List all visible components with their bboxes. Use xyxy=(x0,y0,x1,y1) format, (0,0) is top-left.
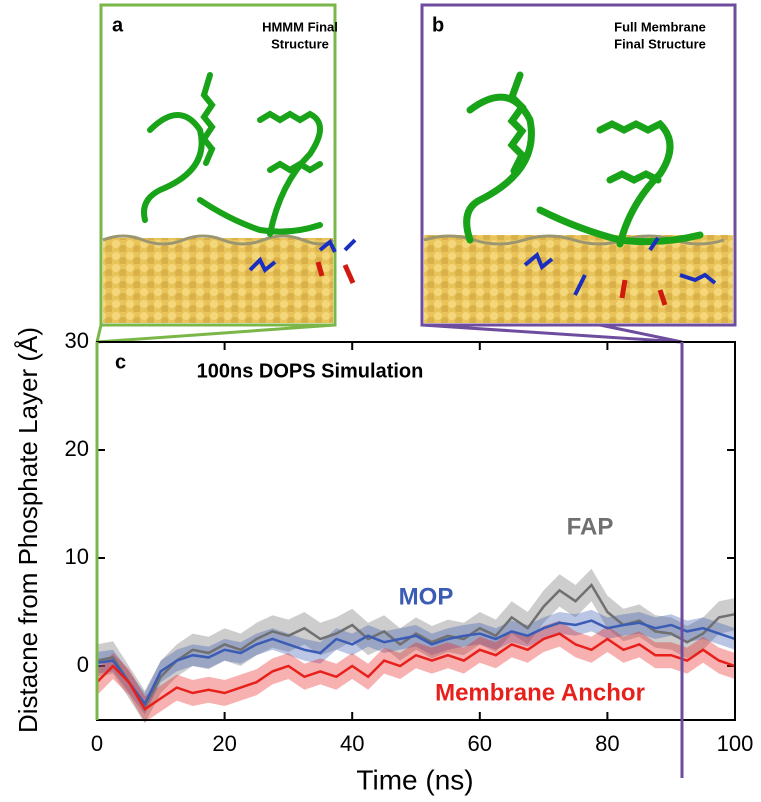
y-tick-label: 20 xyxy=(65,436,89,461)
x-axis-label: Time (ns) xyxy=(356,764,473,795)
error-band xyxy=(97,609,735,715)
connector xyxy=(599,323,683,344)
legend-label: FAP xyxy=(567,513,614,540)
legend-label: Membrane Anchor xyxy=(435,679,645,706)
panel-title: Final Structure xyxy=(614,36,706,51)
connector xyxy=(96,323,336,344)
panel-title: HMMM Final xyxy=(262,19,338,34)
series-line xyxy=(96,632,736,711)
connector xyxy=(95,324,103,343)
plot: 0 20 40 60 80 100 0 10 20 30 FAP MOP Membrane Anchor xyxy=(65,328,754,778)
y-tick-label: 10 xyxy=(65,544,89,569)
residues-red xyxy=(619,279,668,306)
y-tick-label: 0 xyxy=(77,652,89,677)
x-tick-label: 0 xyxy=(91,731,103,756)
error-band xyxy=(97,620,735,723)
x-tick-label: 80 xyxy=(595,731,619,756)
error-band xyxy=(97,568,735,724)
panel-title: Full Membrane xyxy=(614,19,706,34)
lipid-tails xyxy=(102,234,334,246)
panel-a: a HMMM Final Structure xyxy=(99,3,357,327)
membrane xyxy=(424,235,733,323)
protein xyxy=(141,72,323,237)
residues-red xyxy=(315,261,356,285)
y-axis-label: Distacne from Phosphate Layer (Å) xyxy=(13,327,43,733)
panel-title: Structure xyxy=(271,36,329,51)
residues xyxy=(523,236,717,296)
panel-label: b xyxy=(432,14,444,36)
y-tick-label: 30 xyxy=(65,328,89,353)
panel-b: b Full Membrane Final Structure xyxy=(420,3,737,327)
membrane xyxy=(103,238,333,323)
residues xyxy=(248,238,357,274)
x-tick-label: 20 xyxy=(212,731,236,756)
x-tick-label: 60 xyxy=(468,731,492,756)
panel-label: c xyxy=(115,351,126,373)
protein xyxy=(463,71,704,248)
connector xyxy=(421,323,683,344)
legend-label: MOP xyxy=(399,583,454,610)
series-line xyxy=(96,619,736,707)
chart-title: 100ns DOPS Simulation xyxy=(197,360,424,382)
panel-label: a xyxy=(112,14,124,36)
x-tick-label: 40 xyxy=(340,731,364,756)
x-tick-label: 100 xyxy=(717,731,754,756)
